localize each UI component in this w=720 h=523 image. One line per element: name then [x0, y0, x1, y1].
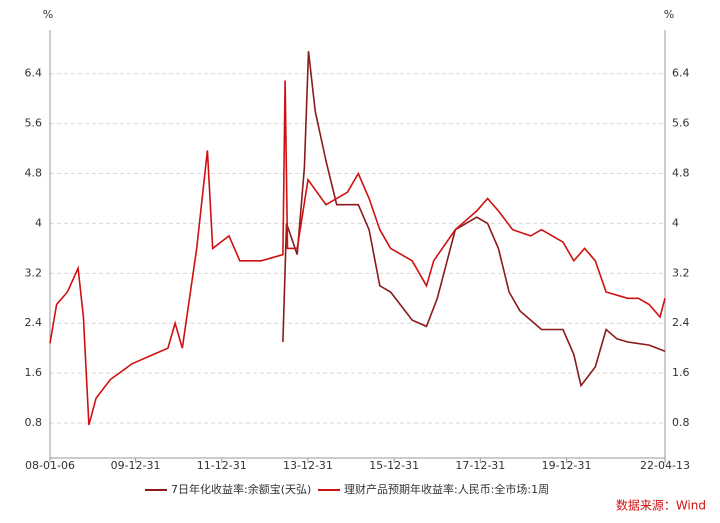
y-tick-label: 5.6: [25, 117, 43, 130]
y2-tick-label: 4.8: [672, 166, 690, 179]
series-line: [49, 80, 666, 426]
y2-tick-label: 4: [672, 216, 679, 229]
legend-label: 理财产品预期年收益率:人民币:全市场:1周: [344, 482, 549, 496]
y2-tick-label: 2.4: [672, 316, 690, 329]
y-tick-label: 1.6: [25, 366, 43, 379]
y2-tick-label: 3.2: [672, 266, 690, 279]
y2-tick-label: 6.4: [672, 67, 690, 80]
y-tick-label: 2.4: [25, 316, 43, 329]
x-tick-label: 15-12-31: [369, 459, 419, 472]
y-unit-left: %: [43, 8, 53, 21]
x-tick-label: 08-01-06: [25, 459, 75, 472]
y-unit-right: %: [664, 8, 674, 21]
x-tick-label: 17-12-31: [455, 459, 505, 472]
legend-label: 7日年化收益率:余额宝(天弘): [171, 482, 311, 496]
y2-tick-label: 5.6: [672, 117, 690, 130]
y-tick-label: 4: [35, 216, 42, 229]
y-tick-label: 4.8: [25, 166, 43, 179]
x-tick-label: 13-12-31: [283, 459, 333, 472]
x-tick-label: 19-12-31: [542, 459, 592, 472]
x-tick-label: 09-12-31: [111, 459, 161, 472]
y2-tick-label: 0.8: [672, 416, 690, 429]
x-tick-label: 22-04-13: [640, 459, 690, 472]
series-line: [282, 51, 666, 388]
y-tick-label: 6.4: [25, 67, 43, 80]
x-tick-label: 11-12-31: [197, 459, 247, 472]
y-tick-label: 0.8: [25, 416, 43, 429]
source-note: 数据来源：Wind: [616, 498, 706, 513]
y2-tick-label: 1.6: [672, 366, 690, 379]
y-tick-label: 3.2: [25, 266, 43, 279]
